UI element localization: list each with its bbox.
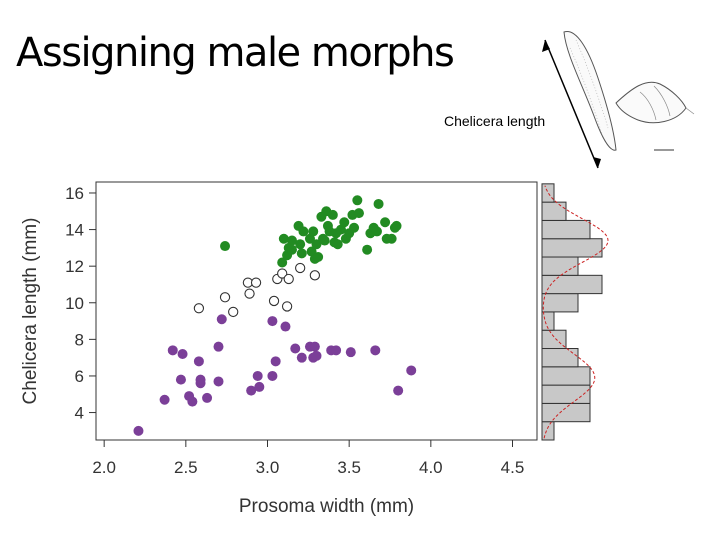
histogram-bar: [541, 293, 579, 313]
histogram-bar: [541, 366, 591, 386]
scatter-point-purple: [370, 345, 381, 356]
scatter-point-green: [362, 244, 373, 255]
scatter-point-purple: [202, 392, 213, 403]
scatter-point-purple: [345, 347, 356, 358]
x-tick-label: 4.0: [419, 458, 443, 477]
scatter-point-purple: [213, 341, 224, 352]
scatter-point-purple: [311, 350, 322, 361]
scatter-point-green: [313, 252, 324, 263]
scatter-point-green: [296, 248, 307, 259]
scatter-point-green: [298, 226, 309, 237]
scatter-point-purple: [309, 341, 320, 352]
scatter-point-purple: [175, 374, 186, 385]
scatter-point-purple: [216, 314, 227, 325]
histogram-bar: [541, 384, 591, 404]
scatter-point-green: [353, 208, 364, 219]
chelicera-illustration: [563, 31, 695, 151]
y-axis-label: Chelicera length (mm): [20, 218, 41, 405]
histogram-bar: [541, 238, 603, 258]
scatter-point-purple: [187, 396, 198, 407]
histogram-bar: [541, 183, 555, 203]
scatter-point-open: [193, 303, 205, 314]
scatter-point-green: [352, 195, 363, 206]
scatter-point-purple: [193, 356, 204, 367]
scatter-point-green: [220, 241, 231, 252]
scatter-point-purple: [246, 385, 257, 396]
scatter-point-open: [228, 306, 239, 318]
scatter-point-purple: [195, 374, 206, 385]
scatter-point-green: [373, 198, 384, 209]
scatter-point-green: [277, 257, 288, 268]
x-tick-label: 3.0: [256, 458, 280, 477]
scatter-point-green: [332, 239, 343, 250]
scatter-point-open: [250, 277, 262, 288]
scatter-point-purple: [270, 356, 281, 367]
scatter-point-green: [386, 233, 397, 244]
scatter-point-green: [311, 239, 322, 250]
histogram-bar: [541, 256, 579, 276]
chelicera-length-label: Chelicera length: [444, 113, 546, 129]
y-tick-label: 12: [65, 257, 84, 276]
scatter-point-open: [281, 301, 293, 312]
histogram-bar: [541, 421, 555, 441]
y-tick-label: 16: [65, 184, 84, 203]
scatter-point-open: [309, 270, 321, 281]
scatter-point-purple: [280, 321, 291, 332]
x-tick-label: 3.5: [337, 458, 361, 477]
scatter-point-purple: [167, 345, 178, 356]
density-curve: [542, 185, 609, 439]
x-tick-label: 4.5: [501, 458, 525, 477]
y-tick-label: 4: [75, 404, 84, 423]
histogram-bar: [541, 402, 591, 423]
x-axis-label: Prosoma width (mm): [239, 496, 414, 517]
scatter-point-open: [219, 292, 231, 303]
scatter-point-purple: [267, 316, 278, 327]
scatter-point-open: [295, 262, 306, 274]
scatter-point-purple: [393, 385, 404, 396]
histogram-bar: [541, 201, 567, 221]
scatter-point-purple: [213, 376, 224, 387]
scatter-point-green: [380, 217, 391, 228]
y-tick-label: 10: [65, 294, 84, 313]
scatter-point-green: [319, 235, 330, 246]
scatter-point-green: [278, 233, 289, 244]
scatter-point-green: [308, 226, 319, 237]
scatter-point-green: [391, 220, 402, 231]
scatter-point-green: [287, 235, 297, 246]
scatter-point-green: [327, 209, 338, 220]
scatter-point-purple: [331, 345, 342, 356]
scatter-point-purple: [177, 349, 188, 359]
scatter-point-open: [283, 273, 294, 285]
histogram-bar: [541, 329, 567, 350]
scatter-point-purple: [254, 381, 265, 392]
y-tick-label: 8: [75, 330, 84, 349]
scatter-point-purple: [133, 425, 144, 436]
scatter-point-open: [244, 288, 255, 299]
length-arrow-head-bottom: [593, 157, 601, 168]
scatter-point-purple: [406, 365, 417, 376]
scatter-point-purple: [267, 370, 278, 381]
length-arrow-line: [544, 39, 599, 169]
scatter-point-green: [371, 226, 382, 237]
y-tick-label: 14: [65, 221, 84, 240]
x-tick-label: 2.0: [92, 458, 116, 477]
length-arrow-head-top: [542, 40, 550, 52]
slide-title: Assigning male morphs: [16, 30, 455, 76]
scatter-point-purple: [159, 394, 170, 405]
scatter-point-green: [349, 222, 360, 233]
y-tick-label: 6: [75, 367, 84, 386]
scatter-point-open: [268, 295, 280, 307]
scatter-point-purple: [290, 343, 301, 354]
scatter-point-purple: [252, 370, 263, 381]
scatter-point-purple: [296, 352, 307, 363]
scatter-point-green: [295, 239, 306, 250]
histogram-bar: [541, 219, 591, 240]
x-tick-label: 2.5: [174, 458, 198, 477]
scatter-point-green: [287, 244, 297, 255]
scatter-point-green: [339, 217, 350, 228]
scatter-point-open: [277, 268, 288, 279]
histogram-bar: [541, 348, 579, 368]
